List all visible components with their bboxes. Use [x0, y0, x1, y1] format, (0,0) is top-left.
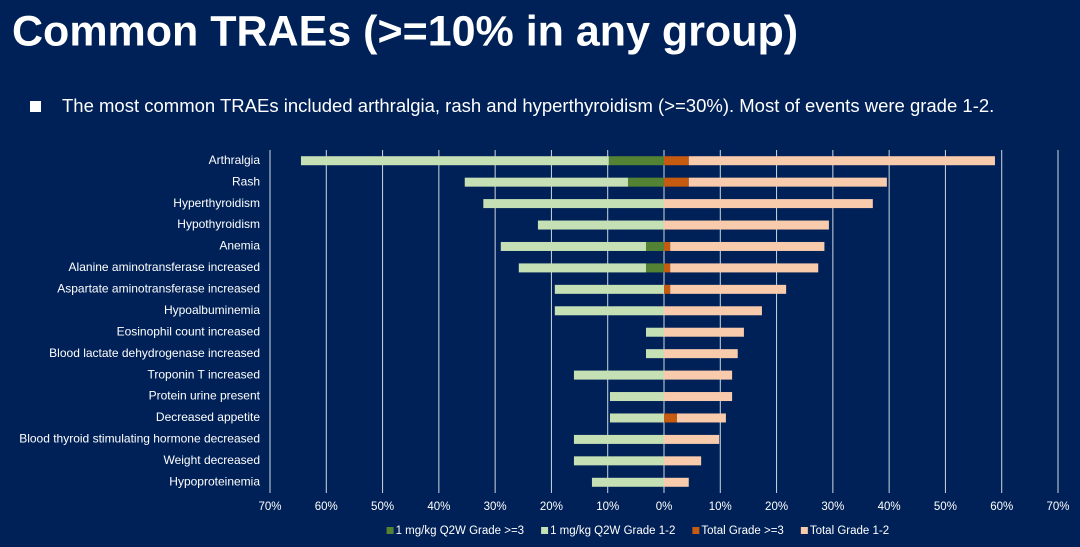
bar	[664, 263, 671, 273]
bar	[608, 156, 664, 166]
legend-label: 1 mg/kg Q2W Grade >=3	[396, 525, 524, 537]
category-label: Aspartate aminotransferase increased	[57, 282, 260, 296]
bar	[609, 392, 664, 402]
category-label: Troponin T increased	[147, 367, 260, 381]
legend-swatch	[386, 527, 394, 534]
category-label: Blood thyroid stimulating hormone decrea…	[19, 432, 260, 446]
bar	[627, 177, 664, 187]
slide-title: Common TRAEs (>=10% in any group)	[12, 7, 798, 55]
x-tick-label: 10%	[596, 501, 619, 513]
bar	[670, 241, 825, 251]
category-label: Anemia	[219, 239, 260, 253]
category-label: Eosinophil count increased	[117, 324, 260, 338]
legend-label: Total Grade 1-2	[810, 525, 889, 537]
bar	[664, 284, 671, 294]
bullet-text: The most common TRAEs included arthralgi…	[62, 95, 994, 116]
category-label: Blood lactate dehydrogenase increased	[49, 346, 260, 360]
category-label: Alanine aminotransferase increased	[69, 260, 260, 274]
bar	[573, 434, 664, 444]
category-label: Protein urine present	[149, 389, 261, 403]
x-tick-label: 20%	[765, 501, 788, 513]
x-tick-label: 20%	[540, 501, 563, 513]
bar	[483, 199, 664, 209]
bar	[300, 156, 609, 166]
x-tick-label: 30%	[484, 501, 507, 513]
legend-swatch	[541, 527, 549, 534]
x-tick-label: 70%	[1046, 501, 1069, 513]
bar	[664, 349, 738, 359]
category-label: Hypoalbuminemia	[164, 303, 260, 317]
x-tick-label: 50%	[371, 501, 394, 513]
x-tick-label: 40%	[878, 501, 901, 513]
bar	[664, 477, 689, 487]
bar	[573, 456, 664, 466]
x-tick-label: 10%	[709, 501, 732, 513]
bar	[664, 370, 733, 380]
bar	[688, 177, 887, 187]
bullet-marker	[30, 101, 41, 112]
x-tick-label: 60%	[315, 501, 338, 513]
x-tick-label: 60%	[990, 501, 1013, 513]
x-tick-label: 0%	[656, 501, 673, 513]
category-label: Weight decreased	[163, 453, 260, 467]
bar	[500, 241, 646, 251]
legend-swatch	[800, 527, 808, 534]
x-tick-label: 40%	[427, 501, 450, 513]
bar	[670, 284, 787, 294]
bar	[609, 413, 664, 423]
bar	[537, 220, 664, 230]
bar	[554, 306, 664, 316]
bar	[645, 263, 664, 273]
bar	[664, 327, 744, 337]
x-tick-label: 30%	[821, 501, 844, 513]
legend-swatch	[692, 527, 700, 534]
category-label: Arthralgia	[209, 153, 261, 167]
category-label: Hypoproteinemia	[169, 474, 260, 488]
bar	[664, 156, 689, 166]
bar	[554, 284, 664, 294]
bar	[664, 220, 829, 230]
bar	[664, 413, 677, 423]
category-label: Hyperthyroidism	[173, 196, 260, 210]
bar	[676, 413, 726, 423]
bar	[464, 177, 628, 187]
bar	[664, 456, 702, 466]
bar	[573, 370, 664, 380]
bar	[645, 241, 664, 251]
bar	[664, 434, 720, 444]
bar	[688, 156, 995, 166]
bar	[664, 177, 689, 187]
bar	[518, 263, 646, 273]
bar	[664, 392, 733, 402]
bar	[664, 199, 873, 209]
category-label: Rash	[232, 174, 260, 188]
category-label: Hypothyroidism	[177, 217, 260, 231]
category-label: Decreased appetite	[156, 410, 260, 424]
bar	[645, 349, 664, 359]
bar	[591, 477, 664, 487]
x-tick-label: 50%	[934, 501, 957, 513]
x-tick-label: 70%	[258, 501, 281, 513]
bar	[664, 306, 762, 316]
bar	[664, 241, 671, 251]
legend-label: 1 mg/kg Q2W Grade 1-2	[550, 525, 675, 537]
bar	[670, 263, 819, 273]
legend-label: Total Grade >=3	[701, 525, 783, 537]
bar	[645, 327, 664, 337]
